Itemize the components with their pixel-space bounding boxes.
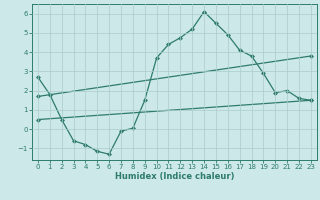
X-axis label: Humidex (Indice chaleur): Humidex (Indice chaleur) xyxy=(115,172,234,181)
